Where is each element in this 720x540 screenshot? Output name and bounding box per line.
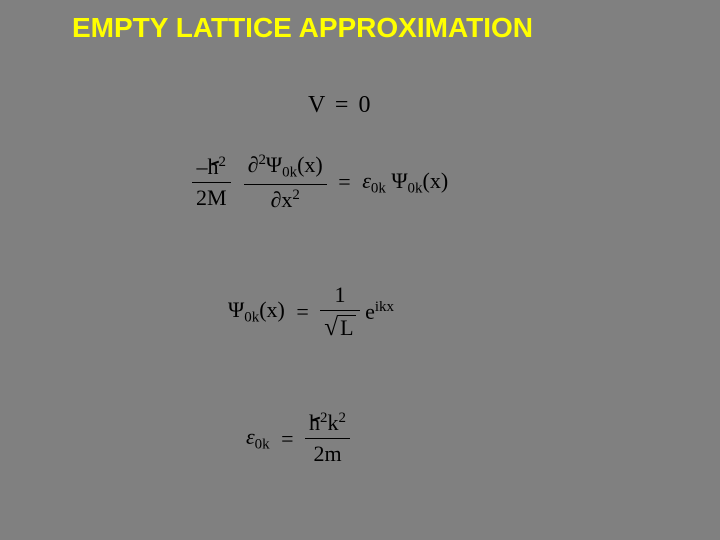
eq1-lhs: V <box>308 92 325 118</box>
eq3-num: 1 <box>320 282 359 311</box>
eq2-equals: = <box>332 169 356 194</box>
eq2-rhs-paren: (x) <box>423 168 449 193</box>
eq3-frac: 1 √L <box>320 282 359 342</box>
eq3-exp: ikx <box>375 299 394 315</box>
eq3-lhs-paren: (x) <box>259 297 285 322</box>
eq4-lhs-sub: 0k <box>255 436 270 452</box>
eq2-left-den: 2M <box>192 183 231 211</box>
partial-icon: ∂ <box>270 187 281 212</box>
equation-schrodinger: –h2 2M ∂2Ψ0k(x) ∂x2 = ε0k Ψ0k(x) <box>192 152 448 213</box>
epsilon-icon: ε <box>246 424 255 449</box>
eq4-num-exp1: 2 <box>320 410 327 426</box>
eq2-mid-den-var: x <box>281 187 292 212</box>
sqrt-icon: √ <box>324 313 338 341</box>
eq3-lhs-sub: 0k <box>244 310 259 326</box>
equation-wavefunction: Ψ0k(x) = 1 √L eikx <box>228 282 394 342</box>
eq2-mid-num-sub: 0k <box>282 165 297 181</box>
eq3-den-L: L <box>338 315 355 340</box>
equation-v-zero: V = 0 <box>308 92 370 119</box>
psi-icon: Ψ <box>391 168 407 193</box>
eq4-equals: = <box>275 426 299 451</box>
eq2-rhs-psi-sub: 0k <box>408 180 423 196</box>
eq2-mid-num-paren: (x) <box>297 152 323 177</box>
equation-energy: ε0k = h2k2 2m <box>246 410 350 467</box>
eq2-neg: – <box>197 154 208 179</box>
hbar-icon: h <box>309 410 320 436</box>
eq1-rhs: 0 <box>358 92 370 118</box>
eq1-eq: = <box>331 92 353 118</box>
eq2-frac-left: –h2 2M <box>192 154 231 211</box>
eq4-frac: h2k2 2m <box>305 410 350 467</box>
eq4-num-exp2: 2 <box>339 410 346 426</box>
partial-icon: ∂ <box>248 152 259 177</box>
eq2-frac-mid: ∂2Ψ0k(x) ∂x2 <box>244 152 327 213</box>
eq2-mid-num-exp: 2 <box>258 152 265 168</box>
hbar-icon: h <box>208 154 219 180</box>
eq4-num-k: k <box>328 410 339 435</box>
eq2-mid-den-exp: 2 <box>292 187 299 203</box>
psi-icon: Ψ <box>266 152 282 177</box>
eq2-left-exp: 2 <box>219 154 226 170</box>
eq2-rhs-sub: 0k <box>371 180 386 196</box>
epsilon-icon: ε <box>362 168 371 193</box>
eq4-den: 2m <box>305 439 350 467</box>
psi-icon: Ψ <box>228 297 244 322</box>
eq3-equals: = <box>290 299 314 324</box>
eq3-e: e <box>365 299 375 324</box>
slide-title: EMPTY LATTICE APPROXIMATION <box>72 12 533 44</box>
